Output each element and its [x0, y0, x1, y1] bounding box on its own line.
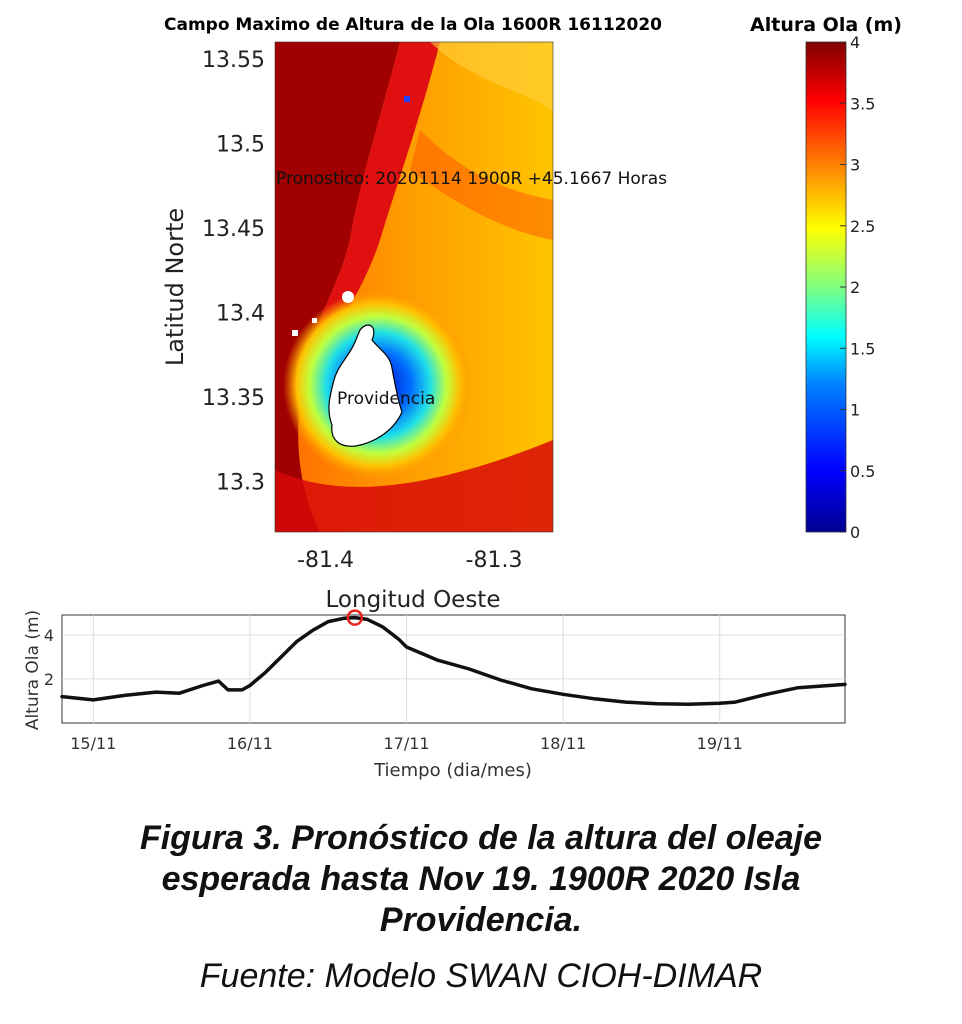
caption-line-3: Providencia.: [379, 901, 583, 939]
figure-caption: Figura 3. Pronóstico de la altura del ol…: [0, 818, 962, 941]
colorbar-tick-label: 1: [850, 401, 860, 420]
caption-line-2: esperada hasta Nov 19. 1900R 2020 Isla: [161, 860, 801, 898]
heatmap-y-tick-label: 13.5: [216, 132, 265, 157]
colorbar-tick-label: 2: [850, 278, 860, 297]
timeseries-x-tick-label: 19/11: [697, 734, 743, 753]
peak-marker: [346, 609, 364, 626]
wave-height-line: [60, 615, 847, 707]
heatmap-y-tick-label: 13.55: [202, 48, 265, 73]
figure: Campo Maximo de Altura de la Ola 1600R 1…: [23, 14, 902, 781]
colorbar-tick-label: 3: [850, 156, 860, 175]
heatmap-title: Campo Maximo de Altura de la Ola 1600R 1…: [164, 15, 662, 35]
timeseries-x-tick-label: 15/11: [70, 734, 116, 753]
timeseries-y-tick-label: 4: [44, 626, 54, 645]
caption-line-1: Figura 3. Pronóstico de la altura del ol…: [139, 819, 823, 857]
colorbar-tick-label: 0.5: [850, 462, 875, 481]
heatmap-xlabel: Longitud Oeste: [326, 587, 501, 613]
heatmap-y-tick-label: 13.4: [216, 301, 265, 326]
forecast-annotation: Pronostico: 20201114 1900R +45.1667 Hora…: [276, 169, 667, 189]
heatmap-ylabel: Latitud Norte: [161, 208, 189, 366]
heatmap-frame: [274, 41, 554, 533]
colorbar: [805, 41, 847, 533]
heatmap-x-tick-label: -81.4: [297, 548, 354, 573]
heatmap-y-tick-label: 13.35: [202, 386, 265, 411]
colorbar-tick-label: 4: [850, 33, 860, 52]
timeseries-x-tick-label: 16/11: [227, 734, 273, 753]
colorbar-tick-label: 1.5: [850, 339, 875, 358]
island-label: Providencia: [337, 389, 435, 409]
heatmap-field: [275, 42, 553, 532]
heatmap-x-tick-label: -81.3: [466, 548, 523, 573]
heatmap-x-axis: -81.4 -81.3: [297, 548, 522, 573]
colorbar-tick-label: 3.5: [850, 94, 875, 113]
timeseries-x-tick-label: 17/11: [383, 734, 429, 753]
timeseries-y-tick-label: 2: [44, 670, 54, 689]
colorbar-ticks: 0 0.5 1 1.5 2 2.5 3 3.5 4: [840, 33, 875, 542]
timeseries-grid: [62, 615, 845, 723]
colorbar-tick-label: 0: [850, 523, 860, 542]
figure-source: Fuente: Modelo SWAN CIOH-DIMAR: [199, 957, 763, 995]
colorbar-tick-label: 2.5: [850, 217, 875, 236]
heatmap-y-tick-label: 13.3: [216, 470, 265, 495]
heatmap-y-tick-label: 13.45: [202, 217, 265, 242]
timeseries-plot-area: [61, 614, 846, 724]
colorbar-label: Altura Ola (m): [750, 14, 902, 36]
timeseries-ylabel: Altura Ola (m): [23, 610, 43, 730]
timeseries-axes: 15/11 16/11 17/11 18/11 19/11 2 4: [44, 626, 743, 753]
timeseries-xlabel: Tiempo (dia/mes): [373, 760, 532, 781]
timeseries-x-tick-label: 18/11: [540, 734, 586, 753]
heatmap-y-axis: 13.3 13.35 13.4 13.45 13.5 13.55: [202, 48, 265, 495]
island-providencia: [328, 324, 403, 447]
